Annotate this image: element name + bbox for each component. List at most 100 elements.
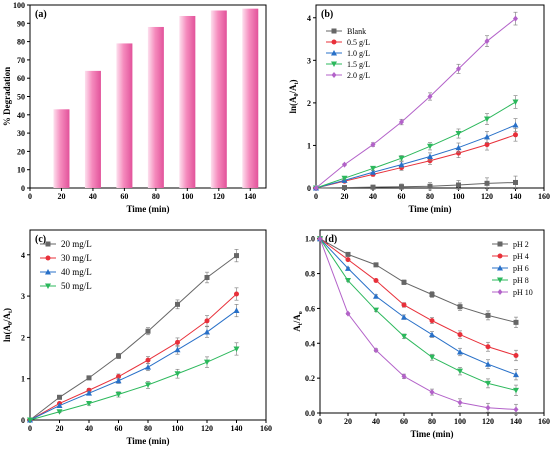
data-point: [317, 235, 323, 242]
data-point: [204, 359, 210, 366]
data-point: [345, 310, 351, 317]
series-line: [315, 18, 516, 189]
data-point: [86, 390, 92, 396]
legend-entry: 30 mg/L: [61, 253, 92, 263]
bar: [242, 8, 259, 188]
y-axis-label-part: ): [2, 308, 12, 311]
series: [317, 235, 519, 416]
data-point: [27, 417, 33, 423]
x-tick-label: 20: [341, 192, 349, 201]
data-point: [345, 257, 351, 263]
x-tick-label: 80: [428, 417, 436, 426]
data-point: [427, 183, 433, 189]
data-point: [115, 391, 122, 398]
y-tick-label: 80: [17, 38, 25, 47]
y-axis-label: % Degradation: [2, 67, 12, 126]
x-tick-label: 0: [28, 424, 32, 433]
panel-4: (d) 0 20 40 60 80 100 120 140 160 0.0 0.2 0.4 0.6 0.8 1…: [292, 229, 550, 439]
data-point: [484, 116, 490, 123]
y-axis-label-subscript: t: [8, 311, 14, 313]
data-point: [373, 278, 379, 284]
series-line: [319, 238, 517, 391]
y-axis-label-part: A: [292, 325, 302, 332]
data-point: [373, 347, 379, 354]
series-line: [319, 238, 517, 411]
y-tick-label: 1.0: [305, 235, 315, 244]
x-tick-label: 140: [244, 192, 256, 201]
legend-entry: 1.5 g/L: [347, 60, 370, 69]
data-point: [513, 15, 518, 22]
data-point: [234, 253, 239, 259]
data-point: [345, 251, 351, 257]
panel-1: (a) 0 20 40 60 80 100 120 140 0 10 20 30 40 50 60 70 80 90…: [2, 1, 267, 214]
data-point: [116, 353, 121, 359]
data-point: [401, 279, 407, 285]
y-axis-label: ln(A0/At): [2, 308, 14, 342]
legend-entry: 1.0 g/L: [347, 49, 370, 58]
x-tick-label: 40: [369, 192, 377, 201]
legend-marker: [497, 241, 503, 247]
y-tick-label: 0: [307, 184, 311, 193]
x-axis-label: Time (min): [410, 429, 453, 439]
y-tick-label: 3: [21, 292, 25, 301]
x-tick-label: 60: [120, 192, 128, 201]
x-tick-label: 100: [453, 192, 465, 201]
x-tick-label: 120: [213, 192, 225, 201]
data-point: [485, 361, 491, 367]
y-tick-label: 0: [21, 184, 25, 193]
y-axis-label-subscript: o: [298, 311, 304, 314]
data-point: [429, 389, 435, 396]
data-point: [485, 312, 491, 318]
data-point: [513, 406, 519, 413]
series-line: [29, 310, 237, 421]
data-point: [145, 364, 151, 370]
data-point: [429, 318, 435, 324]
legend: Blank 0.5 g/L 1.0 g/L 1.5 g/L 2.0 g/L: [326, 27, 370, 80]
legend-marker: [45, 255, 51, 261]
data-point: [457, 332, 463, 338]
data-point: [427, 153, 433, 160]
data-point: [484, 133, 490, 140]
y-tick-label: 1: [21, 375, 25, 384]
data-point: [455, 144, 462, 151]
legend-marker: [497, 265, 503, 271]
data-point: [345, 265, 351, 271]
data-point: [145, 382, 151, 388]
series: [313, 11, 518, 191]
legend: pH 2 pH 4 pH 6 pH 8 pH 10: [492, 240, 533, 297]
data-point: [175, 301, 180, 307]
y-tick-label: 2: [307, 99, 311, 108]
data-point: [401, 333, 407, 340]
series-line: [319, 238, 517, 323]
data-point: [313, 185, 319, 191]
series: [317, 236, 519, 328]
series-line: [315, 181, 516, 189]
data-point: [370, 165, 376, 172]
x-tick-label: 160: [538, 192, 550, 201]
data-point: [427, 158, 433, 164]
y-tick-label: 70: [17, 56, 25, 65]
x-tick-label: 80: [152, 192, 160, 201]
data-point: [398, 155, 405, 162]
y-tick-label: 100: [13, 1, 25, 10]
data-point: [57, 394, 62, 400]
data-point: [512, 122, 519, 128]
series: [27, 287, 239, 423]
data-point: [342, 185, 347, 191]
x-tick-label: 60: [400, 417, 408, 426]
data-point: [456, 182, 461, 188]
data-point: [427, 93, 433, 100]
y-tick-label: 4: [307, 14, 311, 23]
data-point: [399, 184, 404, 190]
data-point: [513, 132, 518, 138]
data-point: [373, 307, 379, 314]
y-tick-label: 0.6: [305, 304, 315, 313]
x-tick-label: 80: [426, 192, 434, 201]
data-point: [204, 275, 210, 280]
data-point: [174, 346, 181, 353]
data-point: [86, 400, 92, 407]
data-point: [401, 373, 407, 380]
data-point: [145, 357, 151, 363]
x-tick-label: 40: [85, 424, 93, 433]
data-point: [86, 375, 92, 381]
